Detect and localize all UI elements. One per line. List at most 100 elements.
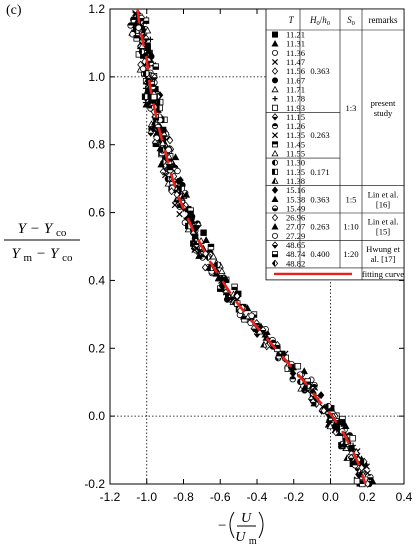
data-point	[133, 35, 140, 42]
legend-marker	[271, 213, 279, 222]
data-point	[127, 22, 134, 29]
data-point	[214, 274, 223, 281]
data-point	[202, 236, 210, 244]
legend-remark: Lin et al.	[368, 217, 399, 227]
data-point	[147, 128, 155, 137]
data-point	[260, 340, 268, 348]
legend-marker	[271, 49, 278, 56]
data-point	[148, 53, 155, 60]
data-point	[364, 469, 371, 477]
data-point	[360, 457, 368, 466]
data-point	[162, 171, 169, 179]
legend-entry-T: 48.65	[286, 240, 305, 250]
data-point	[187, 207, 194, 214]
data-point	[348, 445, 355, 452]
legend-slope: 1:3	[346, 103, 357, 113]
data-point	[167, 167, 174, 174]
data-point	[160, 131, 168, 140]
legend-entry-T: 11.35	[286, 130, 305, 140]
y-den-sub2: co	[62, 252, 73, 264]
legend-marker	[271, 223, 279, 230]
data-point	[178, 185, 185, 193]
data-point	[151, 138, 159, 147]
data-point	[185, 211, 194, 218]
data-point	[212, 269, 221, 277]
fitting-curve-line	[136, 8, 367, 485]
legend-marker	[271, 132, 279, 139]
x-tick-label: 0.2	[359, 490, 376, 504]
y-tick-label: 1.2	[88, 2, 105, 16]
legend-entry-T: 11.93	[286, 103, 305, 113]
legend-remark: Lin et al.	[368, 189, 399, 199]
data-point	[182, 190, 191, 198]
legend-entry-T: 11.67	[286, 75, 306, 85]
data-point	[347, 453, 355, 462]
data-point	[143, 26, 152, 34]
legend-marker	[271, 123, 278, 130]
data-point	[309, 397, 317, 406]
legend-entry-T: 27.29	[286, 231, 305, 241]
data-point	[152, 63, 159, 70]
data-point	[157, 160, 165, 168]
data-point	[231, 283, 238, 291]
legend-entry-T: 15.49	[286, 203, 305, 213]
legend-entry-T: 26.96	[286, 213, 306, 223]
data-point	[142, 99, 149, 106]
x-label-prefix: −	[218, 518, 226, 534]
legend-entry-T: 11.71	[286, 84, 305, 94]
x-tick-label: -0.8	[173, 490, 194, 504]
legend-entry-T: 11.26	[286, 121, 306, 131]
data-point	[156, 104, 163, 112]
data-point	[159, 167, 167, 176]
legend-header-ratio: H0/h0	[309, 15, 330, 27]
legend-group-ratio: 0.400	[310, 249, 329, 259]
data-point	[207, 243, 215, 251]
legend-slope: 1:10	[343, 222, 358, 232]
legend-marker	[271, 77, 278, 84]
legend-marker	[271, 31, 278, 38]
y-tick-label: 1.0	[88, 70, 105, 84]
data-point	[325, 402, 332, 410]
legend-marker	[271, 104, 278, 111]
x-label-paren-left	[229, 511, 235, 539]
data-point	[171, 153, 180, 161]
y-tick-label: 0.6	[88, 206, 105, 220]
legend-marker	[271, 59, 279, 66]
legend-remark: present	[371, 98, 396, 108]
panel-label: (c)	[6, 3, 22, 18]
data-point	[289, 369, 297, 378]
y-tick-label: 0.4	[88, 273, 105, 287]
x-tick-label: -0.6	[210, 490, 231, 504]
data-point	[189, 229, 197, 238]
legend-marker	[271, 205, 278, 212]
data-point	[144, 42, 151, 49]
data-point	[158, 139, 167, 147]
legend-entry-T: 27.07	[286, 222, 306, 232]
legend-entry-T: 15.16	[286, 185, 306, 195]
legend-entry-T: 11.45	[286, 139, 305, 149]
data-point	[135, 24, 142, 31]
legend-group-ratio: 0.171	[310, 167, 329, 177]
data-point	[333, 427, 340, 433]
legend-marker	[271, 113, 279, 121]
data-point	[317, 391, 325, 400]
y-label-denominator: Y m − Y co	[11, 246, 73, 265]
data-point	[201, 263, 209, 272]
legend-fit-label: fitting curve	[362, 269, 404, 279]
x-tick-label: -0.4	[247, 490, 268, 504]
legend-entry-T: 11.36	[286, 48, 306, 58]
data-point	[145, 46, 153, 54]
data-point	[241, 316, 248, 323]
legend-marker	[271, 168, 278, 175]
data-point	[166, 136, 174, 145]
data-point	[358, 463, 365, 472]
y-tick-label: 0.0	[88, 409, 105, 423]
data-point	[320, 406, 328, 415]
x-tick-label: -1.2	[100, 490, 121, 504]
x-label-denominator: U m	[235, 530, 257, 547]
legend-marker	[271, 186, 279, 194]
x-den-u: U	[235, 530, 246, 545]
legend-header-T: T	[288, 15, 294, 25]
legend-entry-T: 11.47	[286, 57, 306, 67]
